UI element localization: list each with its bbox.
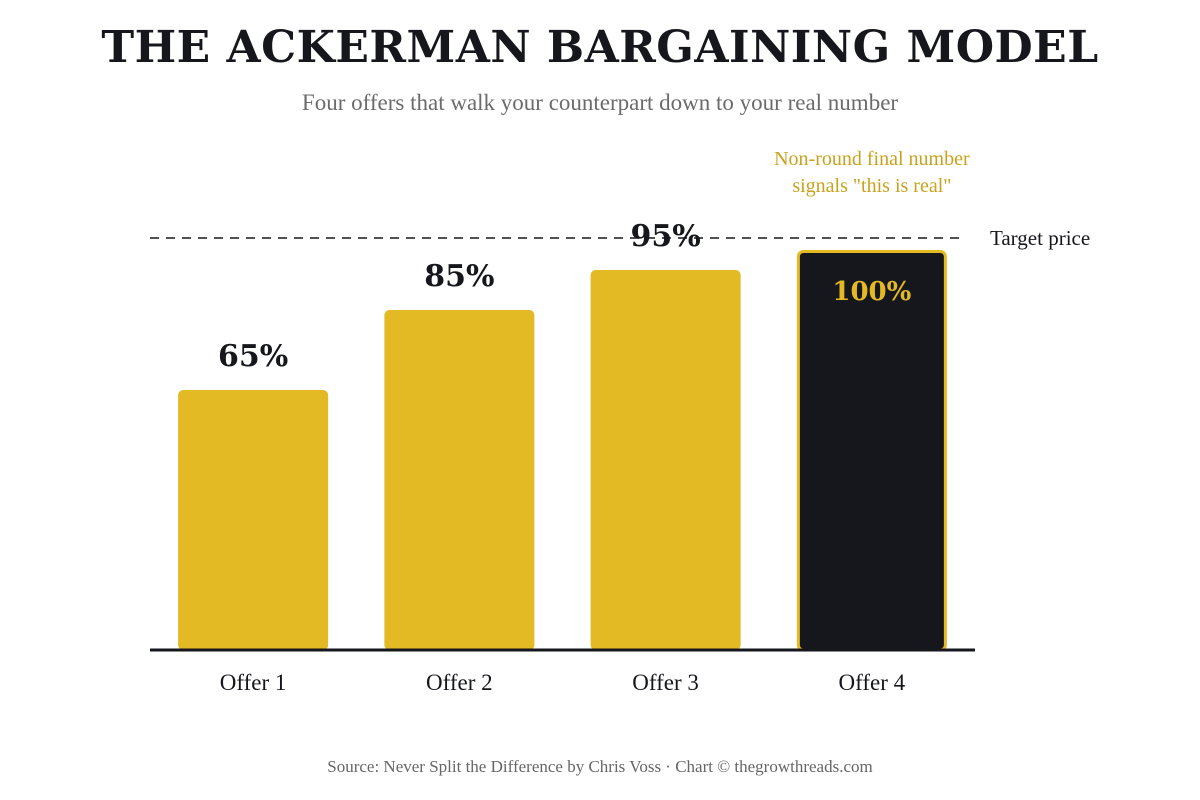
- value-label-offer-2: 85%: [424, 259, 494, 294]
- category-label-offer-2: Offer 2: [426, 670, 493, 695]
- bar-offer-4: [796, 250, 947, 652]
- bars-group: [178, 250, 947, 652]
- category-label-offer-4: Offer 4: [839, 670, 906, 695]
- chart-title: THE ACKERMAN BARGAINING MODEL: [101, 22, 1099, 73]
- bar-offer-1: [178, 390, 329, 650]
- bar-offer-3: [590, 270, 741, 650]
- category-label-offer-3: Offer 3: [632, 670, 699, 695]
- labels-group: 65% Offer 1 85% Offer 2 95% Offer 3 100% Offer …: [218, 219, 912, 695]
- value-label-offer-1: 65%: [218, 339, 288, 374]
- target-price-label: Target price: [990, 226, 1090, 250]
- annotation-line-1: Non-round final number: [774, 148, 970, 170]
- chart-subtitle: Four offers that walk your counterpart d…: [301, 90, 899, 115]
- value-label-offer-4: 100%: [832, 277, 911, 307]
- value-label-offer-3: 95%: [630, 219, 700, 254]
- category-label-offer-1: Offer 1: [220, 670, 287, 695]
- bar-offer-2: [384, 310, 535, 650]
- annotation-line-2: signals "this is real": [792, 175, 951, 197]
- source-caption: Source: Never Split the Difference by Ch…: [327, 757, 873, 776]
